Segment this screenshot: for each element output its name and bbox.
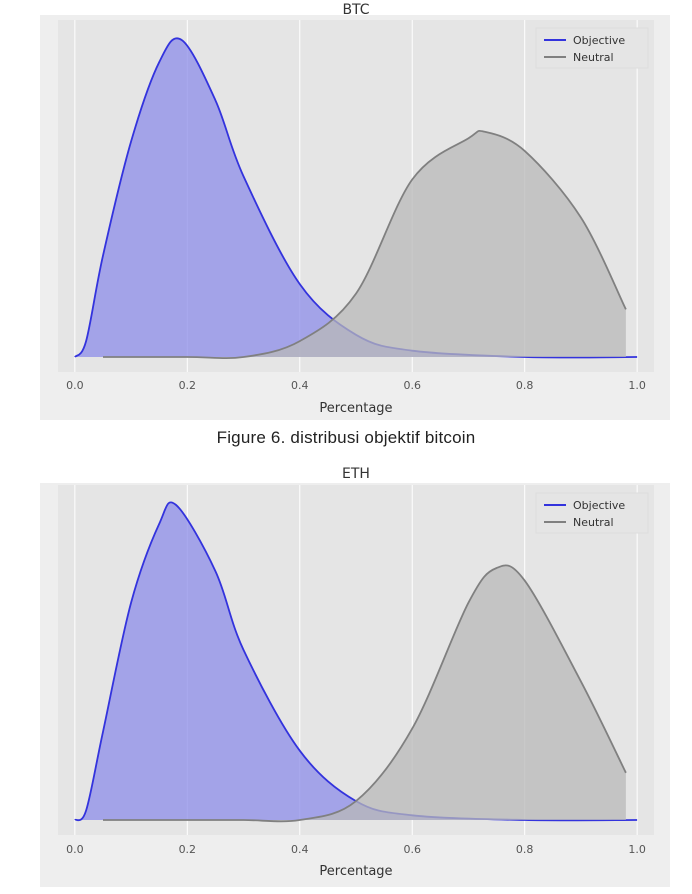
series-area-objective [74, 38, 638, 358]
series-area-objective [74, 502, 638, 821]
chart-eth: 0.0 0.2 0.4 0.6 0.8 1.0 ETH Percentage Objective… [58, 466, 654, 879]
x-tick-label: 0.4 [291, 843, 309, 856]
x-axis-label: Percentage [319, 864, 392, 879]
legend-box [535, 27, 649, 69]
x-tick-label: 0.2 [179, 843, 197, 856]
x-tick-label: 1.0 [628, 379, 646, 392]
figure-caption: Figure 6. distribusi objektif bitcoin [216, 428, 476, 447]
chart-title: BTC [342, 2, 369, 18]
x-tick-label: 0.2 [179, 379, 197, 392]
x-tick-label: 0.8 [516, 843, 534, 856]
x-tick-label: 0.0 [66, 379, 84, 392]
legend-box [535, 492, 649, 534]
x-tick-label: 0.8 [516, 379, 534, 392]
series-area-neutral [103, 130, 626, 359]
series-line-neutral [103, 129, 627, 360]
series-line-neutral [103, 564, 627, 823]
legend-label-neutral: Neutral [573, 516, 614, 529]
x-tick-label: 0.6 [403, 379, 421, 392]
legend-label-objective: Objective [573, 34, 625, 47]
x-tick-label: 1.0 [628, 843, 646, 856]
legend-label-objective: Objective [573, 499, 625, 512]
chart-btc: 0.0 0.2 0.4 0.6 0.8 1.0 BTC Percentage Objective… [58, 2, 654, 416]
x-tick-label: 0.4 [291, 379, 309, 392]
x-tick-label: 0.6 [403, 843, 421, 856]
series-area-neutral [103, 565, 626, 822]
x-axis-label: Percentage [319, 401, 392, 416]
x-tick-label: 0.0 [66, 843, 84, 856]
legend-label-neutral: Neutral [573, 51, 614, 64]
chart-title: ETH [342, 466, 370, 482]
